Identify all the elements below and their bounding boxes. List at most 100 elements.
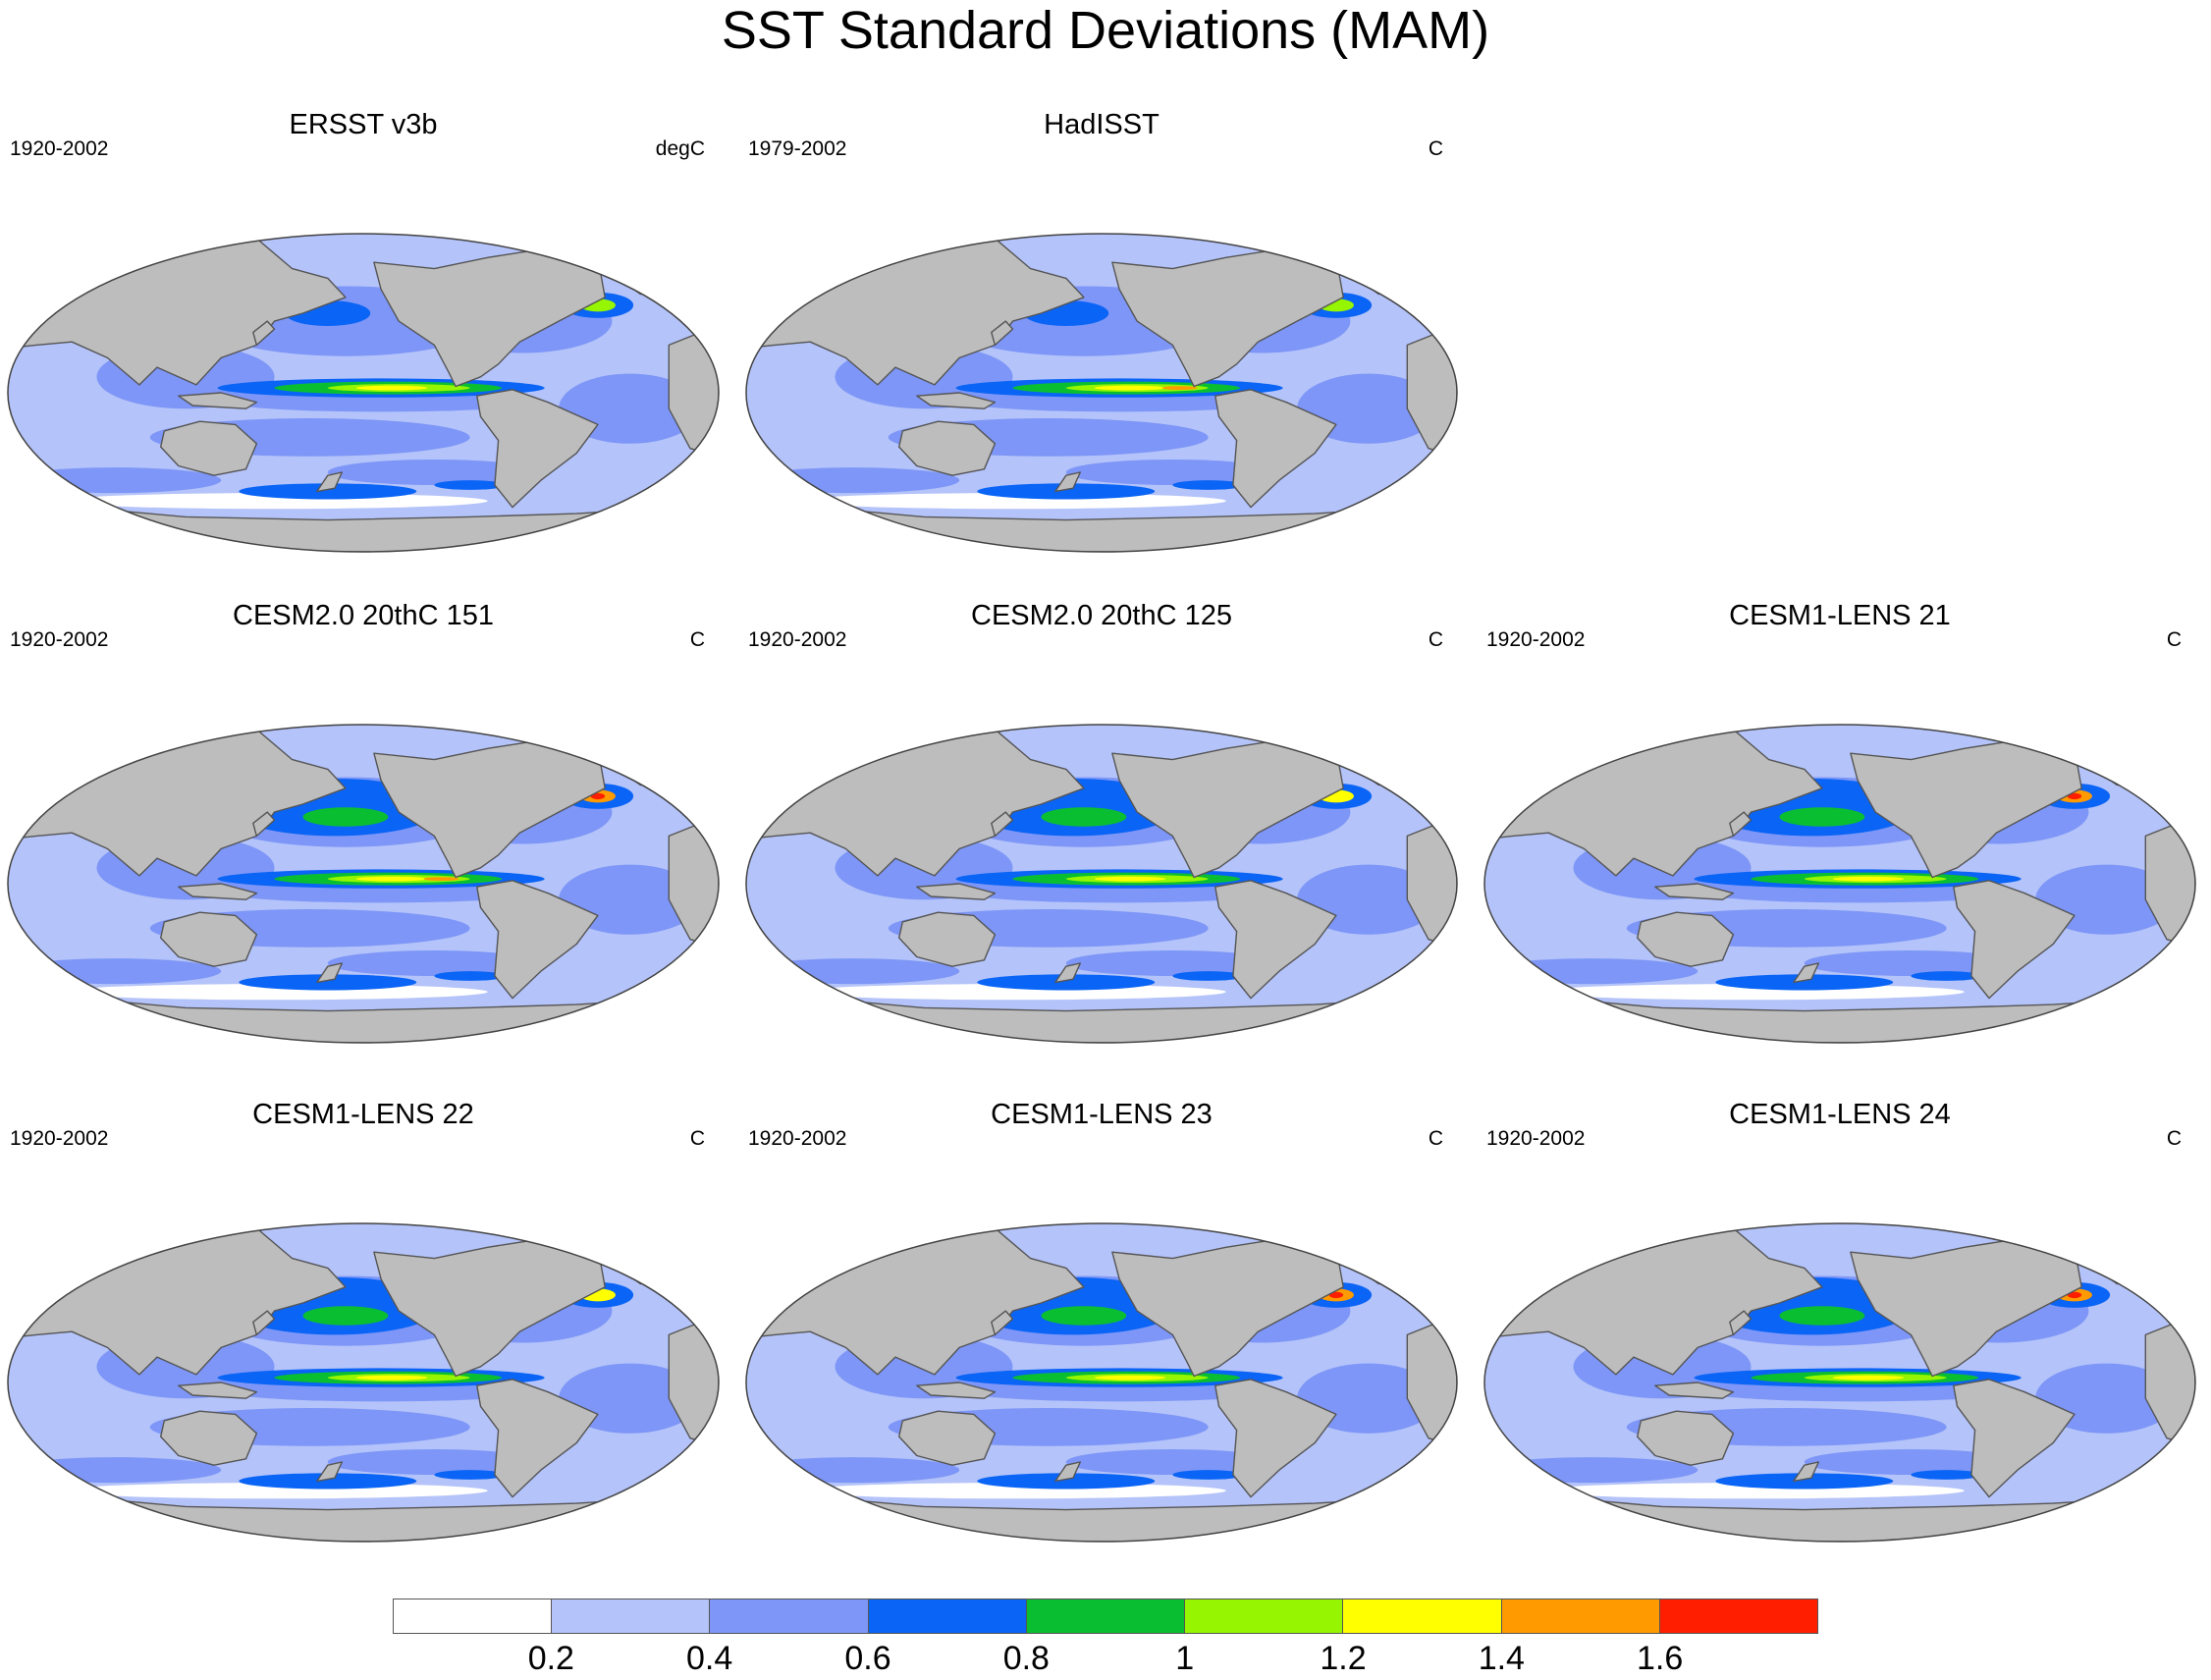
land-southamerica <box>476 1379 599 1498</box>
colorbar-box <box>1185 1599 1344 1633</box>
panel-units: C <box>689 628 705 651</box>
sst-map <box>7 233 720 553</box>
panel-years: 1920-2002 <box>10 137 109 160</box>
panel-units: C <box>2166 1127 2182 1150</box>
map-outline <box>7 1222 720 1543</box>
panel-title: HadISST <box>1044 109 1159 140</box>
colorbar-label: 1 <box>1175 1640 1195 1677</box>
sst-map <box>745 1222 1458 1543</box>
land-japan <box>991 320 1014 347</box>
page-title: SST Standard Deviations (MAM) <box>721 1 1490 60</box>
land-indonesia <box>916 883 997 900</box>
map-panel-lens-23: CESM1-LENS 23 1920-2002 C <box>738 1098 1465 1549</box>
land-indonesia <box>1654 883 1735 900</box>
map-outline <box>745 724 1458 1044</box>
sst-map <box>1483 724 2196 1044</box>
land-southamerica <box>1953 1379 2076 1498</box>
land-southamerica <box>1953 880 2076 1000</box>
map-outline <box>7 724 720 1044</box>
land-indonesia <box>178 1382 258 1399</box>
panel-title: CESM1-LENS 24 <box>1729 1099 1951 1130</box>
land-australia <box>159 911 258 967</box>
sst-map <box>745 233 1458 553</box>
land-southamerica <box>1214 1379 1337 1498</box>
panel-title: CESM1-LENS 21 <box>1729 600 1951 631</box>
land-japan <box>1729 811 1753 838</box>
colorbar-label: 1.6 <box>1637 1640 1684 1677</box>
map-outline <box>745 233 1458 553</box>
land-indonesia <box>178 883 258 900</box>
land-australia <box>159 1410 258 1466</box>
land-southamerica <box>1214 389 1337 509</box>
panel-years: 1920-2002 <box>748 1127 847 1150</box>
map-panel-lens-21: CESM1-LENS 21 1920-2002 C <box>1477 599 2203 1051</box>
panel-years: 1920-2002 <box>10 628 109 651</box>
panel-units: degC <box>655 137 705 160</box>
colorbar-box <box>552 1599 711 1633</box>
land-northamerica <box>1850 736 2082 879</box>
map-panel-ersst: ERSST v3b 1920-2002 degC <box>0 108 727 560</box>
land-australia <box>1636 911 1735 967</box>
land-japan <box>252 811 276 838</box>
panel-years: 1979-2002 <box>748 137 847 160</box>
land-indonesia <box>1654 1382 1735 1399</box>
land-northamerica <box>1111 736 1344 879</box>
panel-units: C <box>689 1127 705 1150</box>
sst-map <box>7 724 720 1044</box>
land-australia <box>159 420 258 476</box>
map-outline <box>1483 1222 2196 1543</box>
panel-title: CESM1-LENS 22 <box>252 1099 474 1130</box>
land-northamerica <box>1111 1235 1344 1378</box>
land-newzealand <box>1054 471 1081 493</box>
colorbar-box <box>868 1599 1027 1633</box>
land-indonesia <box>178 392 258 409</box>
panel-units: C <box>1428 137 1443 160</box>
land-newzealand <box>1054 1461 1081 1483</box>
land-newzealand <box>316 1461 343 1483</box>
panel-title: ERSST v3b <box>289 109 438 140</box>
land-northamerica <box>1111 245 1344 388</box>
land-newzealand <box>1793 962 1819 984</box>
sst-map <box>745 724 1458 1044</box>
panel-title: CESM2.0 20thC 125 <box>971 600 1232 631</box>
land-newzealand <box>316 471 343 493</box>
land-northamerica <box>373 736 606 879</box>
panel-title: CESM1-LENS 23 <box>991 1099 1213 1130</box>
colorbar-label: 0.4 <box>686 1640 733 1677</box>
land-indonesia <box>916 392 997 409</box>
panel-years: 1920-2002 <box>1486 1127 1586 1150</box>
map-outline <box>1483 724 2196 1044</box>
colorbar-label: 0.8 <box>1002 1640 1050 1677</box>
sst-map <box>1483 1222 2196 1543</box>
panel-units: C <box>1428 1127 1443 1150</box>
land-northamerica <box>373 245 606 388</box>
land-australia <box>897 911 997 967</box>
panel-units: C <box>2166 628 2182 651</box>
map-panel-lens-22: CESM1-LENS 22 1920-2002 C <box>0 1098 727 1549</box>
colorbar-label: 0.6 <box>844 1640 891 1677</box>
land-australia <box>1636 1410 1735 1466</box>
land-southamerica <box>476 880 599 1000</box>
land-northamerica <box>373 1235 606 1378</box>
colorbar-label: 0.2 <box>527 1640 574 1677</box>
colorbar-box <box>1026 1599 1186 1633</box>
land-australia <box>897 1410 997 1466</box>
colorbar <box>393 1599 1818 1634</box>
panel-years: 1920-2002 <box>748 628 847 651</box>
land-indonesia <box>916 1382 997 1399</box>
land-australia <box>897 420 997 476</box>
panel-years: 1920-2002 <box>1486 628 1586 651</box>
land-northamerica <box>1850 1235 2082 1378</box>
colorbar-label: 1.4 <box>1478 1640 1525 1677</box>
panel-years: 1920-2002 <box>10 1127 109 1150</box>
land-japan <box>991 1310 1014 1336</box>
map-panel-cesm2-151: CESM2.0 20thC 151 1920-2002 C <box>0 599 727 1051</box>
colorbar-box <box>1343 1599 1502 1633</box>
land-japan <box>252 320 276 347</box>
land-newzealand <box>316 962 343 984</box>
panel-title: CESM2.0 20thC 151 <box>233 600 494 631</box>
sst-map <box>7 1222 720 1543</box>
land-japan <box>991 811 1014 838</box>
colorbar-box <box>710 1599 869 1633</box>
land-southamerica <box>1214 880 1337 1000</box>
